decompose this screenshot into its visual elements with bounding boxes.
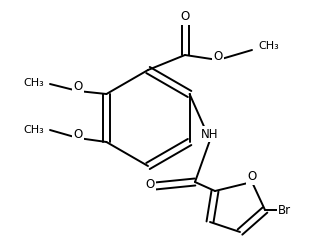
Text: O: O [214,51,223,63]
Text: NH: NH [201,127,219,141]
Text: CH₃: CH₃ [258,41,279,51]
Text: CH₃: CH₃ [23,78,44,88]
Text: CH₃: CH₃ [23,125,44,135]
Text: Br: Br [278,203,291,216]
Text: O: O [73,127,83,141]
Text: O: O [247,170,257,183]
Text: O: O [73,80,83,94]
Text: O: O [146,179,155,192]
Text: O: O [181,11,190,24]
